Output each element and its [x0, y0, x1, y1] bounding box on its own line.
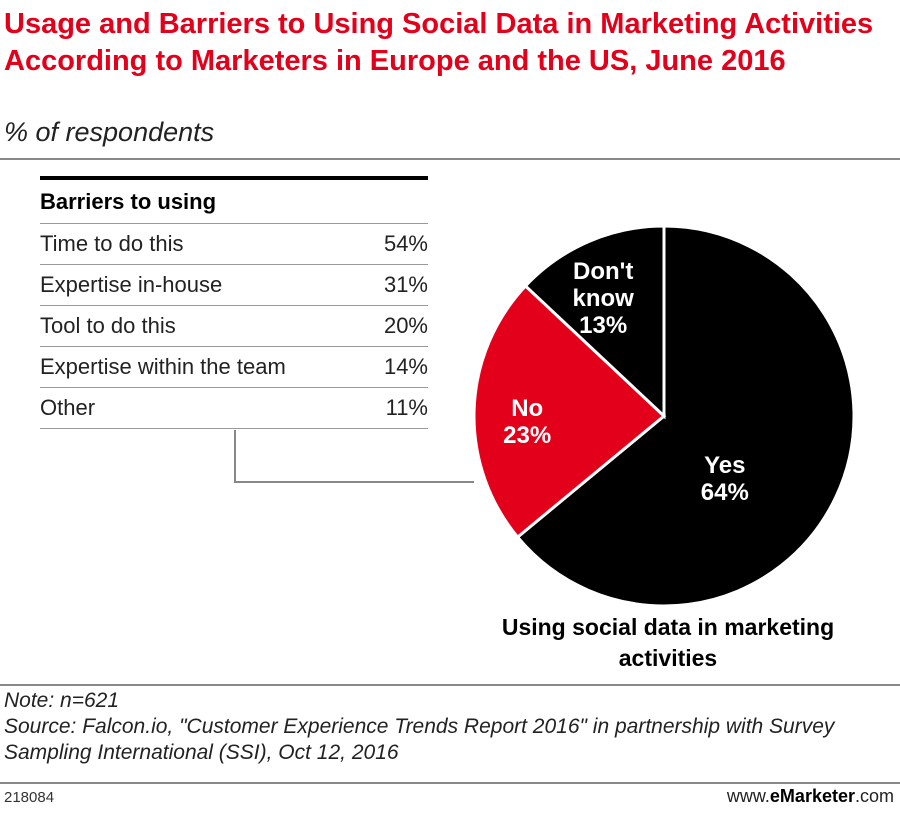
row-label: Other — [40, 395, 96, 420]
pie-slice — [515, 224, 856, 608]
pie-slice — [523, 224, 666, 420]
slice-label: Don't — [573, 258, 633, 285]
brand-suffix: .com — [854, 786, 894, 806]
footer-divider — [0, 782, 900, 784]
footnote: Note: n=621 Source: Falcon.io, "Customer… — [4, 688, 894, 766]
slice-label: know — [573, 285, 635, 312]
table-row: Other 11% — [40, 388, 428, 429]
table-row: Expertise within the team 14% — [40, 347, 428, 388]
slice-label: 64% — [701, 479, 749, 506]
row-label: Expertise within the team — [40, 354, 286, 379]
row-value: 54% — [383, 231, 428, 256]
connector-line-vertical — [234, 430, 236, 482]
table-rows: Time to do this 54% Expertise in-house 31% T… — [40, 224, 428, 429]
pie-slice — [472, 283, 667, 540]
table-row: Tool to do this 20% — [40, 306, 428, 347]
row-label: Tool to do this — [40, 313, 176, 338]
chart-id: 218084 — [4, 789, 55, 806]
barriers-table: Barriers to using Time to do this 54% Expe… — [40, 176, 428, 429]
slice-label: 13% — [579, 312, 627, 339]
brand-name: eMarketer — [769, 786, 855, 806]
slice-label: No — [511, 395, 543, 422]
bottom-divider — [0, 684, 900, 686]
chart-subtitle: % of respondents — [4, 117, 215, 147]
table-header: Barriers to using — [40, 180, 428, 224]
row-value: 20% — [383, 313, 428, 338]
brand-prefix: www. — [726, 786, 770, 806]
slice-label: 23% — [503, 422, 551, 449]
slice-label: Yes — [704, 452, 745, 479]
table-row: Expertise in-house 31% — [40, 265, 428, 306]
row-value: 14% — [383, 354, 428, 379]
row-value: 11% — [385, 395, 428, 420]
note-text: Note: n=621 — [4, 689, 120, 712]
brand-logo: www.eMarketer.com — [727, 786, 894, 807]
connector-line-horizontal — [234, 481, 474, 483]
table-row: Time to do this 54% — [40, 224, 428, 265]
row-label: Expertise in-house — [40, 272, 223, 297]
top-divider — [0, 158, 900, 160]
table-top-bar — [40, 176, 428, 180]
chart-title: Usage and Barriers to Using Social Data … — [4, 8, 874, 77]
pie-caption: Using social data in marketing activitie… — [501, 614, 835, 671]
source-text: Source: Falcon.io, "Customer Experience … — [4, 715, 835, 764]
row-value: 31% — [383, 272, 428, 297]
row-label: Time to do this — [40, 231, 184, 256]
